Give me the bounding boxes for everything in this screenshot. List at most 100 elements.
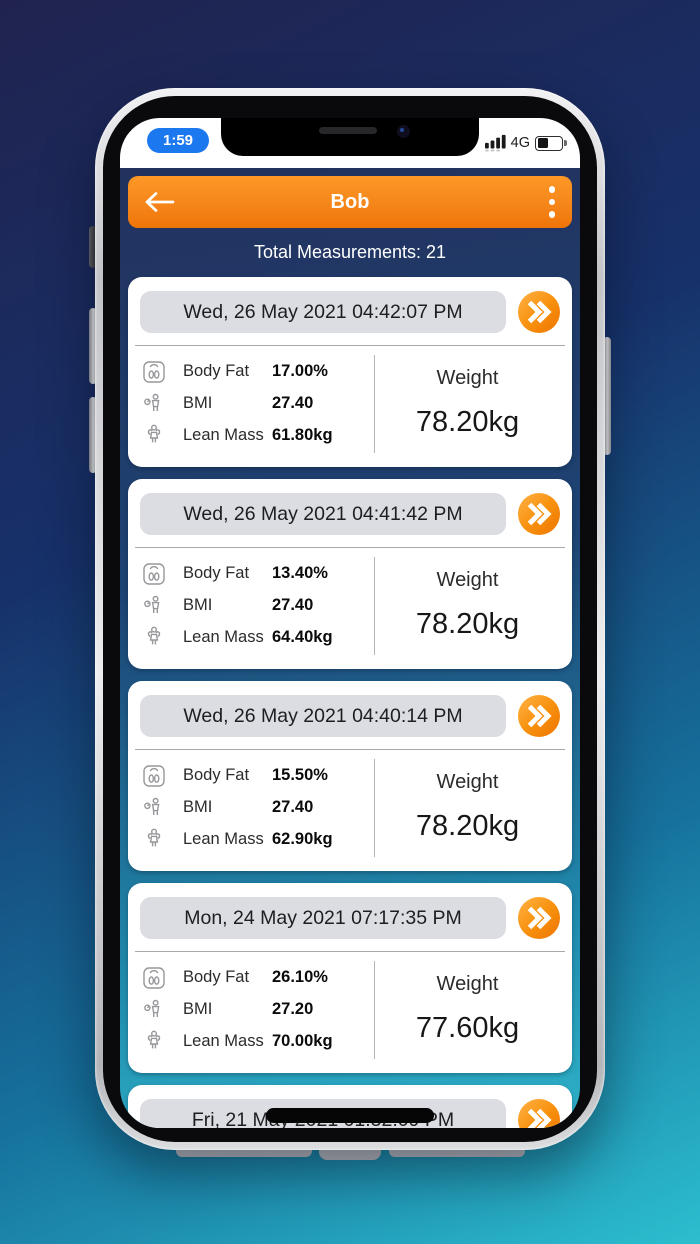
cards-list: Wed, 26 May 2021 04:42:07 PM [120,277,580,1128]
vertical-divider [374,759,375,857]
phone-bezel: 1:59 4G [103,96,597,1142]
volume-up-button [89,308,97,384]
metric-label: Body Fat [183,766,250,785]
measurement-date-label: Wed, 26 May 2021 04:41:42 PM [183,502,463,525]
metric-row-lean-mass: Lean Mass 62.90kg [142,827,374,851]
divider [135,345,565,346]
metric-value: 27.40 [272,798,314,816]
metrics-column: Body Fat 17.00% BMI 27.40 [140,348,374,457]
weight-value: 78.20kg [415,809,520,842]
metric-row-body-fat: Body Fat 26.10% [142,966,374,990]
measurement-date-label: Wed, 26 May 2021 04:42:07 PM [183,300,463,323]
metric-value: 64.40kg [272,627,333,646]
status-indicators: 4G [484,120,567,166]
vertical-divider [374,557,375,655]
metrics-column: Body Fat 26.10% BMI 27.20 [140,954,374,1063]
double-chevron-right-icon [518,493,560,535]
weight-label: Weight [436,366,499,389]
metrics-column: Body Fat 15.50% BMI 27.40 [140,752,374,861]
weight-panel: Weight 78.20kg [375,348,560,457]
measurement-date[interactable]: Wed, 26 May 2021 04:41:42 PM [140,493,506,535]
metric-row-lean-mass: Lean Mass 64.40kg [142,625,374,649]
muscle-figure-icon [147,626,161,645]
vertical-divider [374,355,375,453]
metric-label: BMI [183,394,213,412]
open-measurement-button[interactable] [518,695,560,737]
card-body: Body Fat 15.50% BMI 27.40 [140,752,560,861]
measurement-card: Wed, 26 May 2021 04:41:42 PM [128,479,572,669]
weight-value: 78.20kg [415,607,520,640]
metric-value: 61.80kg [272,425,333,444]
divider [135,749,565,750]
muscle-figure-icon [147,424,161,443]
weight-value: 78.20kg [415,405,520,438]
metric-label: Body Fat [183,968,250,987]
back-button[interactable] [142,189,176,215]
card-body: Body Fat 17.00% BMI 27.40 [140,348,560,457]
time-pill: 1:59 [147,128,209,153]
metric-label: BMI [183,596,213,614]
power-button [603,337,611,455]
metric-value: 13.40% [272,564,328,583]
open-measurement-button[interactable] [518,897,560,939]
bmi-figure-icon [144,393,160,411]
metric-label: Body Fat [183,362,250,381]
weight-panel: Weight 78.20kg [375,550,560,659]
back-arrow-icon [145,192,175,212]
measurement-date[interactable]: Mon, 24 May 2021 07:17:35 PM [140,897,506,939]
card-body: Body Fat 13.40% BMI 27.40 [140,550,560,659]
scale-icon [143,765,165,787]
scale-icon [143,563,165,585]
metric-label: BMI [183,798,213,816]
metric-row-body-fat: Body Fat 13.40% [142,562,374,586]
metric-value: 15.50% [272,766,328,785]
metric-row-body-fat: Body Fat 15.50% [142,764,374,788]
open-measurement-button[interactable] [518,291,560,333]
measurement-card: Wed, 26 May 2021 04:42:07 PM [128,277,572,467]
measurement-date[interactable]: Wed, 26 May 2021 04:40:14 PM [140,695,506,737]
card-header: Wed, 26 May 2021 04:40:14 PM [140,695,560,737]
divider [135,951,565,952]
camera-dot [397,125,410,138]
metric-row-bmi: BMI 27.20 [142,998,374,1022]
metrics-column: Body Fat 13.40% BMI 27.40 [140,550,374,659]
battery-nub [564,139,567,146]
metric-row-lean-mass: Lean Mass 61.80kg [142,423,374,447]
double-chevron-right-icon [518,897,560,939]
metric-value: 70.00kg [272,1031,333,1050]
bmi-figure-icon [144,999,160,1017]
mute-switch [89,226,97,268]
weight-panel: Weight 78.20kg [375,752,560,861]
scale-icon [143,361,165,383]
phone-screen: 1:59 4G [120,118,580,1128]
card-body: Body Fat 26.10% BMI 27.20 [140,954,560,1063]
weight-label: Weight [436,972,499,995]
measurement-date-label: Mon, 24 May 2021 07:17:35 PM [184,906,462,929]
app-header: Bob [128,176,572,228]
home-indicator[interactable] [266,1108,434,1123]
open-measurement-button[interactable] [518,493,560,535]
battery-icon [535,135,567,151]
metric-value: 26.10% [272,968,328,987]
weight-label: Weight [436,568,499,591]
metric-value: 62.90kg [272,829,333,848]
notch [221,118,479,156]
metric-row-bmi: BMI 27.40 [142,392,374,416]
metric-row-body-fat: Body Fat 17.00% [142,360,374,384]
muscle-figure-icon [147,828,161,847]
metric-value: 27.40 [272,596,314,614]
bottom-speaker-grille [389,1146,525,1157]
measurement-date[interactable]: Wed, 26 May 2021 04:42:07 PM [140,291,506,333]
scale-icon [143,967,165,989]
divider [135,547,565,548]
status-time: 1:59 [162,132,194,149]
cellular-signal-icon [484,134,506,152]
open-measurement-button[interactable] [518,1099,560,1128]
metric-label: BMI [183,1000,213,1018]
metric-label: Lean Mass [183,627,264,646]
vertical-divider [374,961,375,1059]
card-header: Mon, 24 May 2021 07:17:35 PM [140,897,560,939]
menu-button[interactable] [545,176,560,228]
metric-row-bmi: BMI 27.40 [142,796,374,820]
